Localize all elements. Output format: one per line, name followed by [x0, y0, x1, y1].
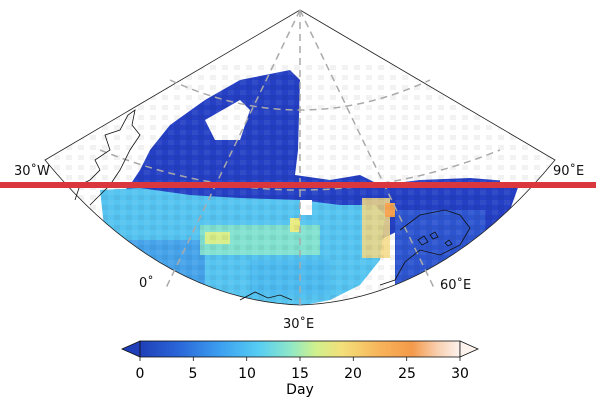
coastline-novaya-zemlya	[379, 209, 471, 286]
meridian-60e	[299, 9, 436, 291]
latitude-arc-inner	[99, 149, 501, 191]
colorbar-extend-left	[121, 340, 141, 358]
lon-label-90e: 90˚E	[553, 164, 585, 179]
lon-label-30w: 30˚W	[14, 164, 50, 179]
colorbar-body	[139, 340, 461, 358]
lon-label-30e: 30˚E	[283, 317, 315, 332]
coastline-islands	[417, 231, 453, 247]
colorbar-extend-right	[459, 340, 479, 358]
colorbar-tick-marks	[139, 357, 461, 361]
lon-label-0: 0˚	[139, 276, 154, 291]
colorbar-tick-label: 25	[398, 366, 416, 382]
graticule	[99, 9, 501, 305]
colorbar-title: Day	[286, 382, 314, 398]
colorbar-tick-label: 5	[188, 366, 198, 382]
coastline-scandinavia	[239, 291, 293, 301]
coastline-greenland	[74, 109, 141, 206]
lon-label-60e: 60˚E	[440, 278, 472, 293]
colorbar	[121, 340, 479, 361]
colorbar-tick-label: 10	[238, 366, 256, 382]
latitude-arc-outer	[169, 79, 431, 111]
colorbar-tick-label: 30	[451, 366, 469, 382]
colorbar-tick-label: 0	[135, 366, 145, 382]
colorbar-tick-label: 20	[344, 366, 362, 382]
coastlines	[74, 109, 471, 301]
colorbar-tick-label: 15	[291, 366, 309, 382]
meridian-0	[164, 9, 301, 291]
